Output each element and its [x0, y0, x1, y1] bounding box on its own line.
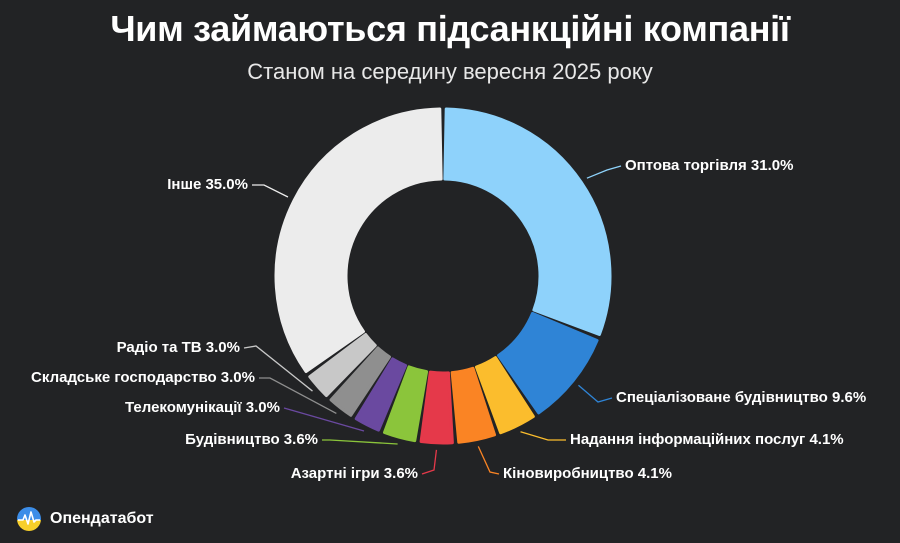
slice-2-label: Спеціалізоване будівництво 9.6%	[616, 389, 866, 406]
slice-3-label: Надання інформаційних послуг 4.1%	[570, 431, 844, 448]
slice-1-label: Оптова торгівля 31.0%	[625, 157, 793, 174]
slice-9-label: Радіо та ТВ 3.0%	[117, 339, 240, 356]
slice-5	[419, 370, 454, 445]
slice-8	[329, 346, 391, 417]
slice-9-leader-line	[243, 345, 313, 392]
slice-7-label: Телекомунікації 3.0%	[125, 399, 280, 416]
slice-3-leader-line	[520, 431, 566, 441]
slice-9	[308, 333, 377, 398]
chart-subtitle: Станом на середину вересня 2025 року	[247, 59, 653, 84]
slice-10-label: Інше 35.0%	[167, 176, 248, 193]
slice-4	[450, 366, 497, 444]
slice-8-label: Складське господарство 3.0%	[31, 369, 255, 386]
opendatabot-logo-icon	[17, 507, 41, 531]
slice-7	[354, 357, 408, 432]
slice-6	[383, 365, 429, 443]
slice-3	[474, 356, 535, 435]
slice-8-leader-line	[259, 377, 337, 415]
slice-2	[497, 311, 599, 415]
brand: Опендатабот	[16, 506, 154, 532]
slice-1-leader-line	[586, 165, 622, 179]
slice-10-leader-line	[252, 184, 289, 198]
slice-5-leader-line	[421, 449, 438, 475]
slice-10	[274, 107, 443, 374]
slice-2-leader-line	[578, 384, 613, 403]
slice-7-leader-line	[283, 407, 365, 432]
slice-5-label: Азартні ігри 3.6%	[291, 465, 418, 482]
slice-4-label: Кіновиробництво 4.1%	[503, 465, 672, 482]
slice-1	[443, 107, 612, 336]
brand-name: Опендатабот	[50, 510, 154, 527]
slice-4-leader-line	[477, 446, 500, 475]
slice-6-leader-line	[322, 439, 398, 445]
chart-title: Чим займаються підсанкційні компанії	[110, 8, 790, 49]
slice-6-label: Будівництво 3.6%	[185, 431, 318, 448]
